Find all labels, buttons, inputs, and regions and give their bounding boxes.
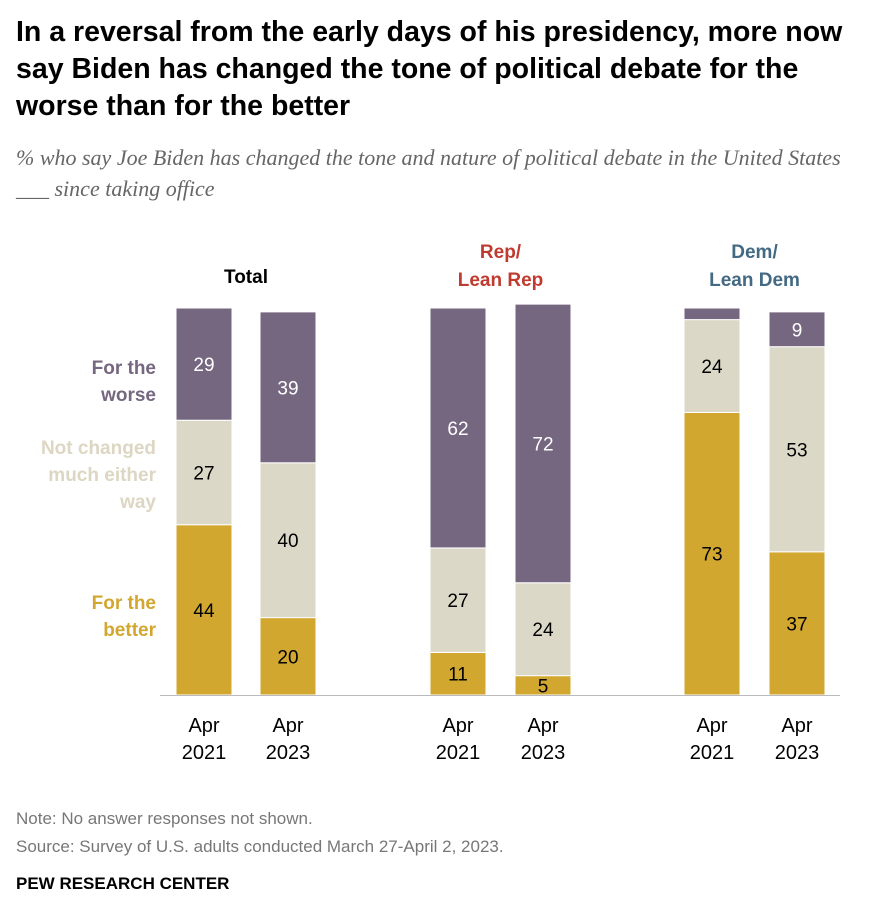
legend-better: better bbox=[103, 620, 156, 641]
data-label-worse: 39 bbox=[277, 378, 298, 399]
data-label-worse: 9 bbox=[792, 320, 803, 341]
bar-segment-better bbox=[683, 411, 741, 696]
legend-worse: For the bbox=[92, 358, 156, 379]
x-tick-label: Apr bbox=[272, 715, 303, 737]
bar-segment-better bbox=[768, 551, 826, 696]
bar-segment-worse bbox=[683, 307, 741, 321]
data-label-better: 11 bbox=[448, 665, 468, 686]
bar-segment-better bbox=[259, 617, 317, 696]
group-title-dem: Lean Dem bbox=[709, 270, 800, 291]
x-tick-label: 2023 bbox=[775, 742, 820, 764]
bar-segment-worse bbox=[768, 311, 826, 348]
x-tick-label: 2023 bbox=[521, 742, 566, 764]
data-label-better: 73 bbox=[701, 545, 722, 566]
data-label-not-changed: 24 bbox=[701, 357, 723, 378]
group-title-rep: Rep/ bbox=[480, 242, 522, 263]
data-label-better: 5 bbox=[538, 676, 549, 697]
bar-segment-not-changed bbox=[683, 319, 741, 413]
data-label-better: 44 bbox=[193, 601, 215, 622]
brand-logo-text: PEW RESEARCH CENTER bbox=[16, 874, 230, 893]
data-label-better: 37 bbox=[786, 614, 807, 635]
bar-segment-worse bbox=[259, 311, 317, 464]
note: Note: No answer responses not shown. bbox=[16, 809, 313, 828]
x-tick-label: Apr bbox=[696, 715, 727, 737]
legend-better: For the bbox=[92, 593, 156, 614]
x-tick-label: Apr bbox=[527, 715, 558, 737]
group-title-dem: Dem/ bbox=[731, 242, 778, 263]
x-tick-label: Apr bbox=[781, 715, 812, 737]
x-tick-label: 2021 bbox=[690, 742, 735, 764]
legend-worse: worse bbox=[100, 385, 156, 406]
legend-not-changed: way bbox=[119, 492, 156, 513]
x-tick-label: 2021 bbox=[436, 742, 481, 764]
legend-not-changed: Not changed bbox=[41, 438, 156, 459]
bar-segment-worse bbox=[429, 307, 487, 549]
bar-segment-not-changed bbox=[175, 419, 233, 526]
data-label-not-changed: 53 bbox=[786, 440, 807, 461]
x-tick-label: 2023 bbox=[266, 742, 311, 764]
bar-segment-not-changed bbox=[429, 547, 487, 653]
source: Source: Survey of U.S. adults conducted … bbox=[16, 837, 504, 856]
data-label-better: 20 bbox=[277, 647, 298, 668]
data-label-not-changed: 27 bbox=[447, 591, 468, 612]
chart-title: In a reversal from the early days of his… bbox=[16, 16, 843, 122]
data-label-not-changed: 40 bbox=[277, 531, 298, 552]
data-label-worse: 72 bbox=[532, 434, 553, 455]
legend-not-changed: much either bbox=[48, 465, 156, 486]
chart-subtitle: % who say Joe Biden has changed the tone… bbox=[16, 145, 841, 201]
bar-segment-worse bbox=[175, 307, 233, 421]
bar-segment-not-changed bbox=[259, 462, 317, 619]
data-label-not-changed: 24 bbox=[532, 620, 554, 641]
bar-segment-not-changed bbox=[768, 346, 826, 553]
bar-segment-worse bbox=[514, 303, 572, 584]
x-tick-label: Apr bbox=[442, 715, 473, 737]
data-label-worse: 62 bbox=[447, 419, 468, 440]
bar-segment-better bbox=[175, 524, 233, 696]
data-label-worse: 29 bbox=[193, 355, 214, 376]
x-tick-label: 2021 bbox=[182, 742, 227, 764]
group-title-rep: Lean Rep bbox=[458, 270, 544, 291]
data-label-not-changed: 27 bbox=[193, 463, 214, 484]
bar-segment-not-changed bbox=[514, 582, 572, 677]
group-title-total: Total bbox=[224, 267, 268, 288]
x-tick-label: Apr bbox=[188, 715, 219, 737]
